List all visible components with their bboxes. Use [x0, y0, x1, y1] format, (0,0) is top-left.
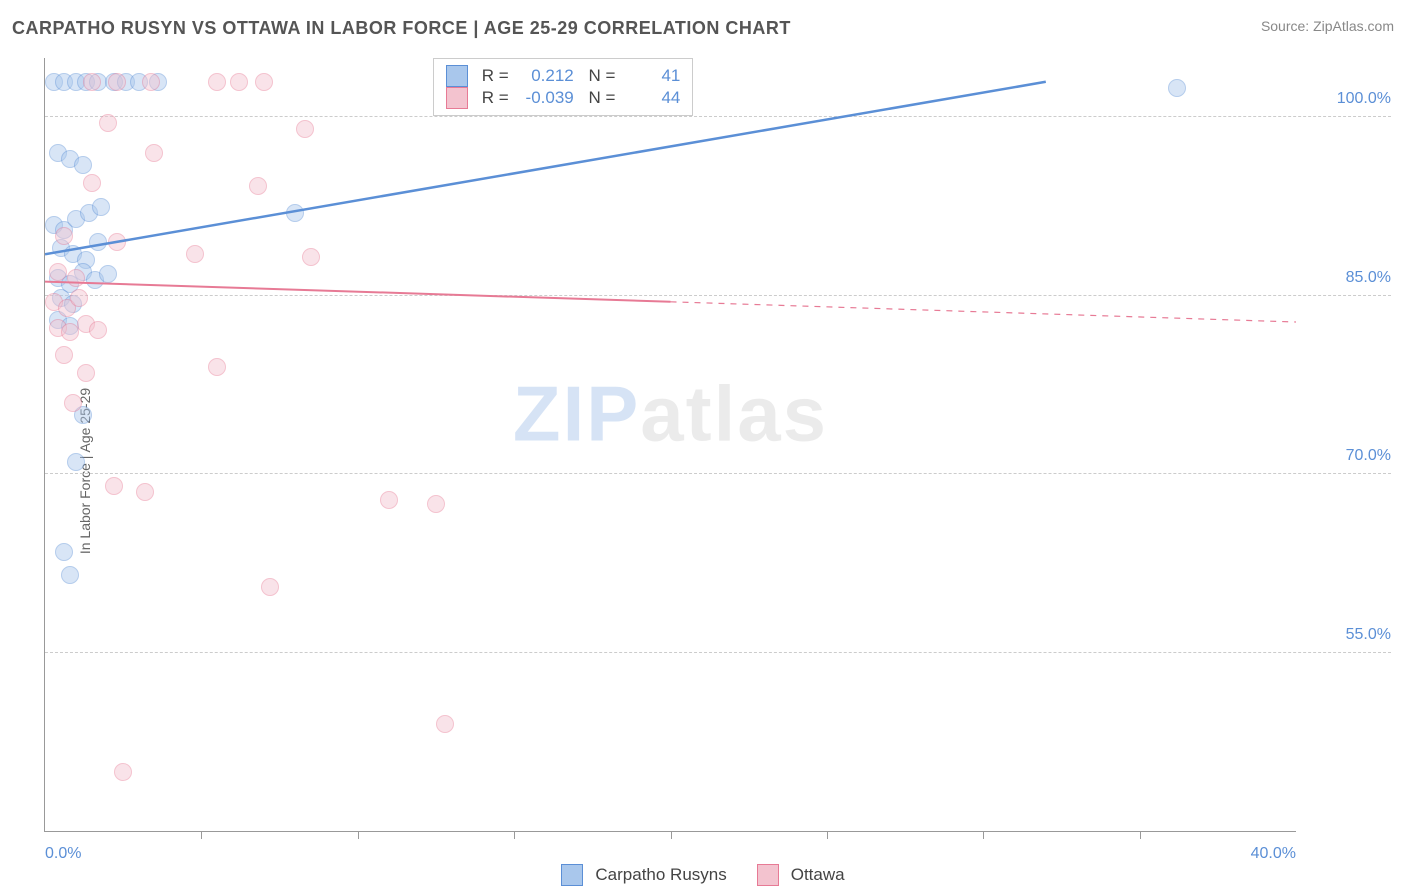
- watermark-zip: ZIP: [513, 369, 640, 457]
- data-point-carpatho: [286, 204, 304, 222]
- gridline-h: [45, 473, 1391, 474]
- x-tick: [671, 831, 672, 839]
- r-label: R =: [482, 88, 509, 108]
- n-value: 41: [625, 66, 680, 86]
- bottom-legend: Carpatho Rusyns Ottawa: [0, 864, 1406, 886]
- data-point-carpatho: [92, 198, 110, 216]
- y-tick-label: 100.0%: [1301, 90, 1391, 108]
- watermark: ZIPatlas: [513, 368, 828, 459]
- legend-swatch-ottawa: [757, 864, 779, 886]
- data-point-ottawa: [261, 578, 279, 596]
- data-point-carpatho: [99, 265, 117, 283]
- y-tick-label: 85.0%: [1301, 269, 1391, 287]
- data-point-ottawa: [427, 495, 445, 513]
- data-point-ottawa: [89, 321, 107, 339]
- stats-row-carpatho: R = 0.212 N = 41: [446, 65, 681, 87]
- data-point-ottawa: [380, 491, 398, 509]
- gridline-h: [45, 116, 1391, 117]
- data-point-ottawa: [208, 73, 226, 91]
- legend-label-carpatho: Carpatho Rusyns: [595, 865, 726, 885]
- stats-row-ottawa: R = -0.039 N = 44: [446, 87, 681, 109]
- data-point-carpatho: [1168, 79, 1186, 97]
- stats-swatch-ottawa: [446, 87, 468, 109]
- data-point-carpatho: [61, 566, 79, 584]
- x-tick: [983, 831, 984, 839]
- data-point-ottawa: [249, 177, 267, 195]
- watermark-atlas: atlas: [640, 369, 828, 457]
- data-point-ottawa: [208, 358, 226, 376]
- x-tick: [358, 831, 359, 839]
- x-tick: [1140, 831, 1141, 839]
- data-point-ottawa: [108, 233, 126, 251]
- data-point-ottawa: [296, 120, 314, 138]
- legend-item-ottawa: Ottawa: [757, 864, 845, 886]
- stats-legend-box: R = 0.212 N = 41 R = -0.039 N = 44: [433, 58, 694, 116]
- data-point-ottawa: [83, 174, 101, 192]
- data-point-ottawa: [77, 364, 95, 382]
- y-tick-label: 70.0%: [1301, 447, 1391, 465]
- n-label: N =: [584, 66, 616, 86]
- x-tick: [201, 831, 202, 839]
- r-value: 0.212: [519, 66, 574, 86]
- n-label: N =: [584, 88, 616, 108]
- data-point-ottawa: [70, 289, 88, 307]
- data-point-carpatho: [89, 233, 107, 251]
- x-tick-label: 40.0%: [1251, 845, 1296, 863]
- chart-title: CARPATHO RUSYN VS OTTAWA IN LABOR FORCE …: [12, 18, 791, 39]
- legend-swatch-carpatho: [561, 864, 583, 886]
- r-label: R =: [482, 66, 509, 86]
- data-point-ottawa: [105, 477, 123, 495]
- trend-lines: [45, 58, 1296, 831]
- x-tick-label: 0.0%: [45, 845, 81, 863]
- chart-container: In Labor Force | Age 25-29 ZIPatlas R =0…: [0, 50, 1406, 892]
- x-tick: [827, 831, 828, 839]
- stats-swatch-carpatho: [446, 65, 468, 87]
- data-point-ottawa: [67, 269, 85, 287]
- data-point-ottawa: [136, 483, 154, 501]
- data-point-ottawa: [114, 763, 132, 781]
- data-point-ottawa: [99, 114, 117, 132]
- data-point-ottawa: [108, 73, 126, 91]
- n-value: 44: [625, 88, 680, 108]
- data-point-ottawa: [436, 715, 454, 733]
- data-point-ottawa: [49, 263, 67, 281]
- x-tick: [514, 831, 515, 839]
- gridline-h: [45, 295, 1391, 296]
- data-point-carpatho: [74, 156, 92, 174]
- source-attribution: Source: ZipAtlas.com: [1261, 18, 1394, 34]
- plot-area: ZIPatlas R =0.212 N =41R =-0.039 N =44 5…: [44, 58, 1296, 832]
- legend-item-carpatho: Carpatho Rusyns: [561, 864, 726, 886]
- data-point-carpatho: [67, 453, 85, 471]
- data-point-ottawa: [83, 73, 101, 91]
- data-point-ottawa: [186, 245, 204, 263]
- r-value: -0.039: [519, 88, 574, 108]
- data-point-ottawa: [55, 227, 73, 245]
- data-point-ottawa: [55, 346, 73, 364]
- data-point-ottawa: [142, 73, 160, 91]
- legend-label-ottawa: Ottawa: [791, 865, 845, 885]
- data-point-ottawa: [230, 73, 248, 91]
- gridline-h: [45, 652, 1391, 653]
- data-point-carpatho: [55, 543, 73, 561]
- data-point-ottawa: [145, 144, 163, 162]
- y-tick-label: 55.0%: [1301, 626, 1391, 644]
- data-point-ottawa: [302, 248, 320, 266]
- data-point-ottawa: [64, 394, 82, 412]
- data-point-ottawa: [255, 73, 273, 91]
